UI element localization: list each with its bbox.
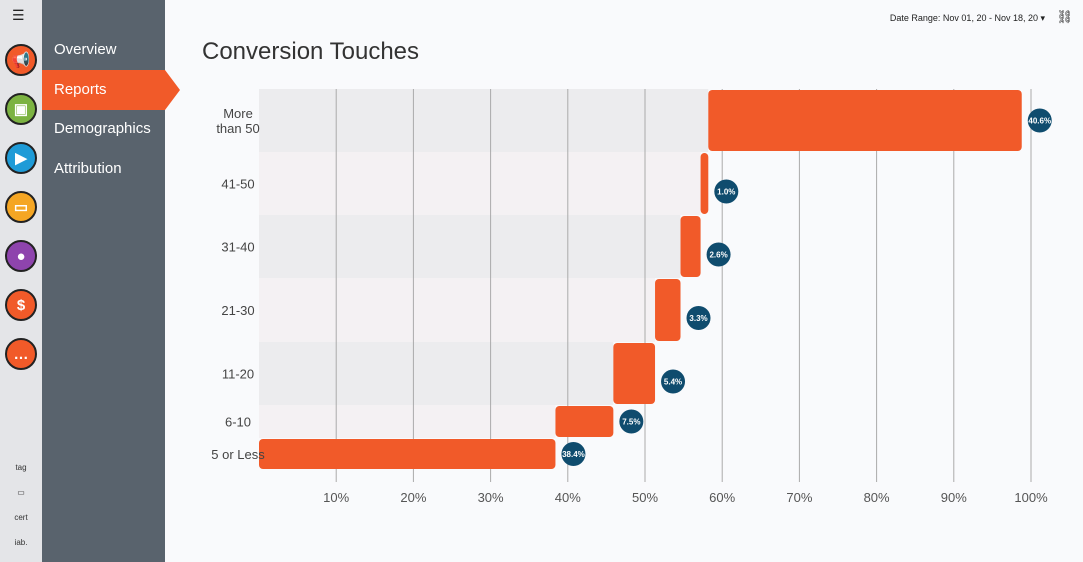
bar [555,406,614,437]
category-label: 41-50 [221,177,254,192]
x-tick-label: 40% [555,490,581,505]
category-label: 31-40 [221,240,254,255]
data-label: 3.3% [689,314,707,323]
category-label: than 50 [216,121,259,136]
category-label: 21-30 [221,303,254,318]
data-label-bubble [706,242,731,267]
certification-badge-icon: tag [15,462,27,472]
data-label-bubble [661,369,686,394]
play-icon[interactable]: ▶ [5,142,37,174]
date-range-dropdown[interactable]: Date Range: Nov 01, 20 - Nov 18, 20 ▾ [889,13,1045,23]
data-label: 2.6% [709,251,727,260]
sidebar-item-demographics[interactable]: Demographics [54,120,151,137]
bar [700,153,709,214]
data-label-bubble [561,442,586,466]
certification-badge-icon: iab. [14,537,28,547]
x-tick-label: 70% [786,490,812,505]
data-label: 40.6% [1028,117,1051,126]
data-label: 5.4% [664,378,682,387]
data-label: 38.4% [562,450,585,459]
x-tick-label: 60% [709,490,735,505]
row-band [259,405,556,438]
bar [680,216,701,277]
sidebar-item-attribution[interactable]: Attribution [54,159,122,177]
category-label: 11-20 [222,367,254,382]
dollar-icon[interactable]: $ [5,289,37,321]
data-label: 7.5% [622,418,640,427]
x-tick-label: 20% [400,490,426,505]
row-band [259,89,709,152]
sidebar-item-overview[interactable]: Overview [54,41,117,58]
bar [708,90,1022,151]
bar [259,439,556,469]
monitor-icon[interactable]: ▭ [5,191,37,223]
row-band [259,342,614,405]
certification-badge-icon: cert [14,512,28,522]
sidebar-item-reports[interactable]: Reports [42,69,180,110]
person-frame-icon[interactable]: ▣ [5,93,37,125]
x-tick-label: 10% [323,490,349,505]
x-tick-label: 100% [1014,490,1048,505]
chat-icon[interactable]: … [5,338,37,370]
head-icon[interactable]: ● [5,240,37,272]
bar [655,279,681,341]
bar [613,343,656,404]
category-label: More [223,106,253,121]
category-label: 5 or Less [211,447,265,462]
data-label-bubble [714,179,739,204]
page-title: Conversion Touches [202,38,420,65]
category-label: 6-10 [225,415,251,430]
x-tick-label: 30% [478,490,504,505]
data-label-bubble [686,306,711,330]
app-rail: ☰ 📢 ▣ ▶ ▭ ● $ … tag ▭ cert iab. [0,0,42,562]
link-icon[interactable]: ⛓ [1056,9,1073,24]
hamburger-menu-icon[interactable]: ☰ [12,7,25,23]
row-band [259,278,656,342]
sidebar: Overview Reports Demographics Attribution [42,0,180,562]
x-tick-label: 80% [864,490,890,505]
data-label-bubble [1027,108,1052,133]
data-label-bubble [619,409,644,434]
megaphone-icon[interactable]: 📢 [5,44,37,76]
x-tick-label: 50% [632,490,658,505]
data-label: 1.0% [717,188,735,197]
x-tick-label: 90% [941,490,967,505]
row-band [259,152,701,215]
row-band [259,215,681,278]
certification-badge-icon: ▭ [17,487,25,497]
